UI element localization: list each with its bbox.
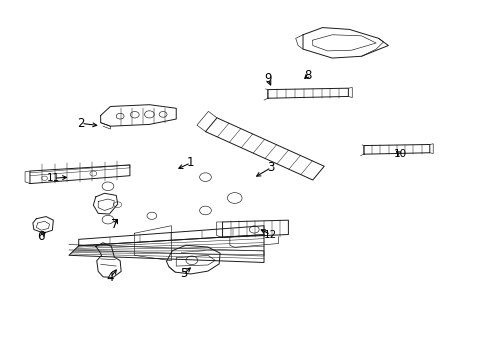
- Text: 8: 8: [304, 69, 311, 82]
- Text: 3: 3: [267, 161, 274, 174]
- Text: 10: 10: [393, 149, 407, 159]
- Text: 11: 11: [47, 173, 60, 183]
- Text: 9: 9: [264, 72, 271, 85]
- Text: 5: 5: [180, 267, 187, 280]
- Text: 12: 12: [264, 230, 277, 239]
- Text: 1: 1: [187, 156, 194, 169]
- Text: 6: 6: [37, 230, 44, 243]
- Text: 4: 4: [106, 271, 114, 284]
- Text: 7: 7: [111, 218, 118, 231]
- Text: 2: 2: [77, 117, 85, 130]
